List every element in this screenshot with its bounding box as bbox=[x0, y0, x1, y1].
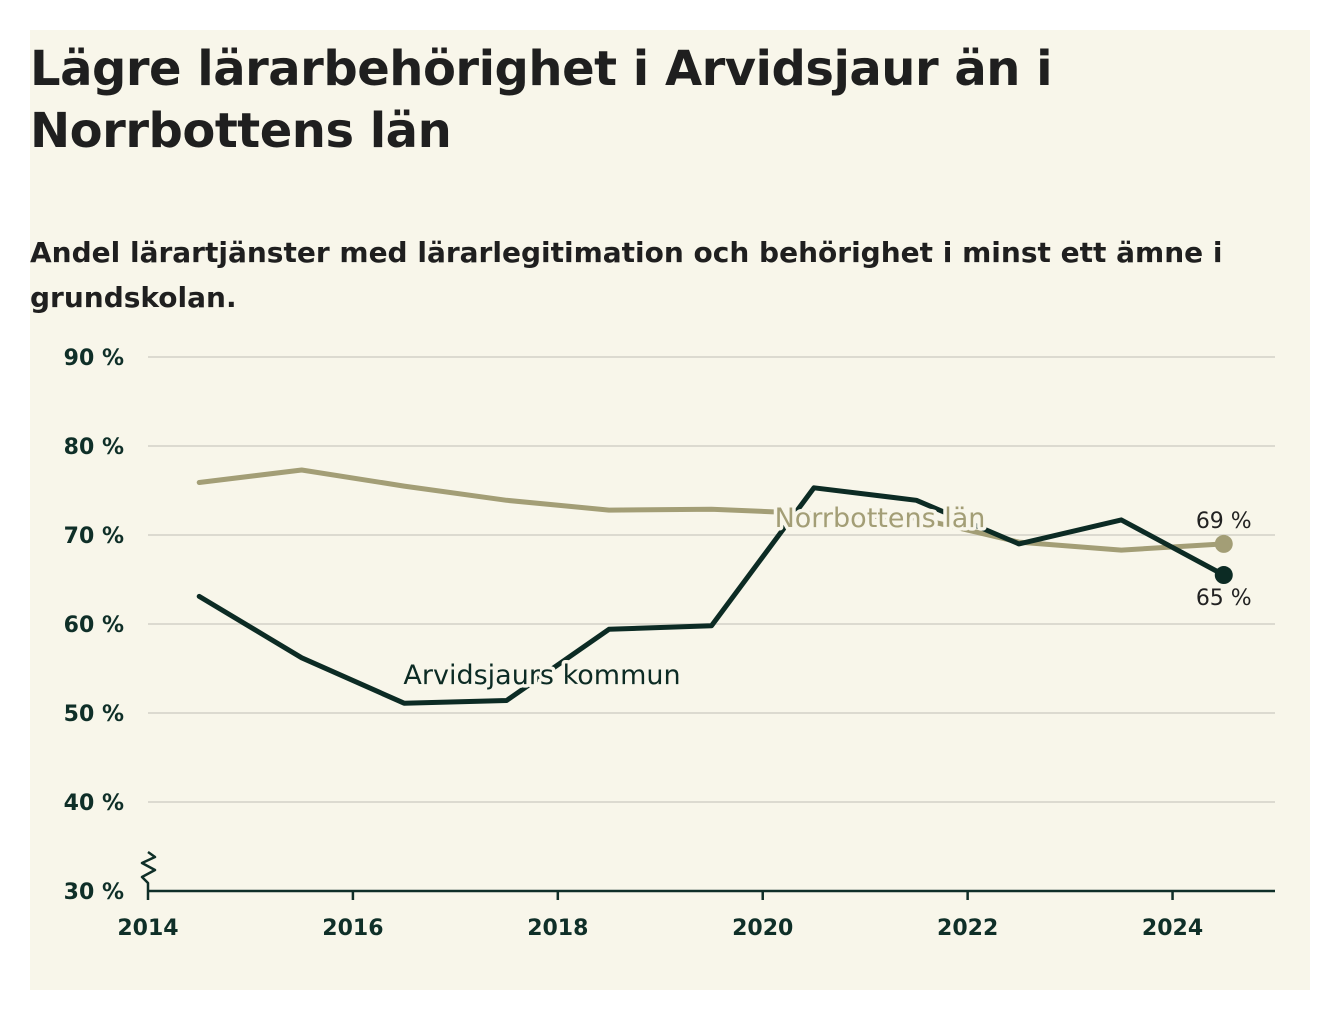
series-line-arvidsjaur bbox=[196, 485, 1227, 706]
axis-break-icon bbox=[140, 850, 157, 891]
y-tick-label: 50 % bbox=[64, 702, 124, 727]
series-name-label-norrbotten: Norrbottens län bbox=[775, 503, 986, 534]
x-axis-ticks: 2014 2016 2018 2020 2022 2024 bbox=[117, 916, 1203, 941]
series-line-norrbotten bbox=[196, 467, 1227, 553]
series-name-label-arvidsjaur: Arvidsjaurs kommun bbox=[403, 660, 680, 691]
series-labels: 69 % 65 % Norrbottens län Arvidsjaurs kommu… bbox=[400, 500, 1252, 695]
gridlines bbox=[148, 356, 1275, 803]
x-axis bbox=[140, 850, 1275, 900]
x-tick-label: 2018 bbox=[527, 916, 588, 941]
y-tick-label: 90 % bbox=[64, 346, 124, 371]
x-tick-label: 2016 bbox=[322, 916, 383, 941]
x-tick-label: 2022 bbox=[937, 916, 998, 941]
end-point-arvidsjaur bbox=[1214, 566, 1233, 585]
x-tick-label: 2014 bbox=[117, 916, 178, 941]
chart-subtitle: Andel lärartjänster med lärarlegitimatio… bbox=[30, 236, 1223, 314]
series-lines bbox=[196, 467, 1233, 706]
y-tick-label: 40 % bbox=[64, 791, 124, 816]
y-axis-ticks: 30 % 40 % 50 % 60 % 70 % 80 % 90 % bbox=[64, 346, 124, 905]
y-tick-label: 80 % bbox=[64, 435, 124, 460]
x-tick-label: 2020 bbox=[732, 916, 793, 941]
chart-title: Lägre lärarbehörighet i Arvidsjaur än i … bbox=[30, 41, 1053, 159]
end-label-arvidsjaur: 65 % bbox=[1196, 586, 1252, 611]
y-tick-label: 60 % bbox=[64, 613, 124, 638]
x-tick-label: 2024 bbox=[1142, 916, 1203, 941]
end-label-norrbotten: 69 % bbox=[1196, 509, 1252, 534]
end-point-norrbotten bbox=[1214, 534, 1233, 553]
y-tick-label: 30 % bbox=[64, 880, 124, 905]
y-tick-label: 70 % bbox=[64, 524, 124, 549]
